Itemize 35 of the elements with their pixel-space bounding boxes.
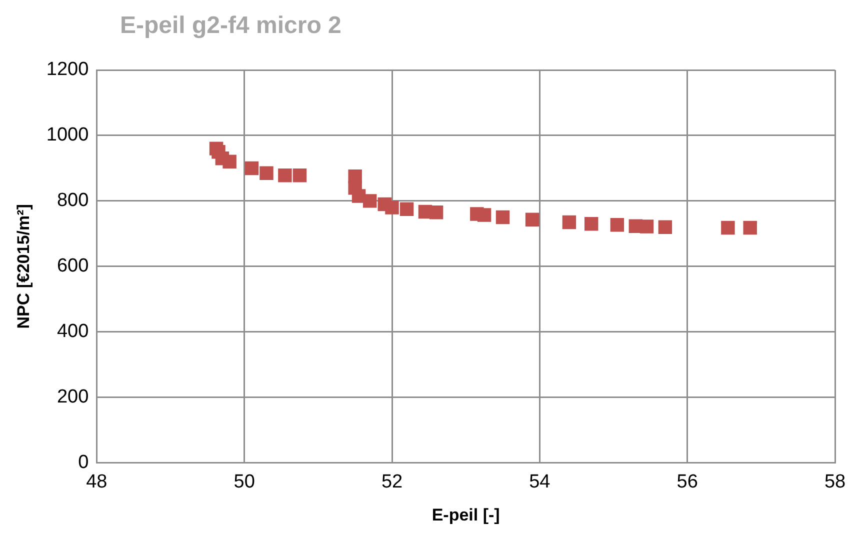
x-tick-label: 48 bbox=[86, 471, 108, 492]
point bbox=[496, 210, 510, 224]
point bbox=[658, 220, 672, 234]
y-tick-label: 1200 bbox=[46, 59, 89, 80]
chart-title: E-peil g2-f4 micro 2 bbox=[120, 12, 342, 40]
point bbox=[429, 206, 444, 220]
x-tick-label: 54 bbox=[529, 471, 551, 492]
x-tick-label: 56 bbox=[676, 471, 698, 492]
point bbox=[222, 154, 236, 169]
x-tick-label: 50 bbox=[234, 471, 255, 492]
point bbox=[562, 215, 576, 230]
y-tick-label: 400 bbox=[56, 321, 89, 342]
point bbox=[721, 220, 735, 235]
y-tick-label: 200 bbox=[56, 386, 89, 408]
point bbox=[584, 216, 598, 231]
point bbox=[385, 200, 399, 214]
y-tick-label: 800 bbox=[56, 190, 89, 212]
y-tick-label: 600 bbox=[56, 256, 89, 277]
x-axis-title: E-peil [-] bbox=[432, 505, 500, 524]
point bbox=[278, 168, 292, 182]
y-axis-title: NPC [€2015/m²] bbox=[14, 204, 33, 329]
point bbox=[292, 168, 307, 182]
point bbox=[640, 220, 654, 234]
point bbox=[362, 194, 377, 208]
point bbox=[610, 218, 624, 232]
point bbox=[525, 212, 540, 226]
y-tick-label: 1000 bbox=[46, 124, 89, 146]
x-tick-label: 58 bbox=[824, 471, 846, 492]
point bbox=[477, 208, 492, 222]
point bbox=[260, 166, 274, 180]
point bbox=[743, 220, 757, 235]
x-tick-label: 52 bbox=[381, 471, 403, 492]
y-tick-label: 0 bbox=[78, 452, 89, 474]
point bbox=[244, 161, 259, 176]
point bbox=[400, 202, 414, 216]
